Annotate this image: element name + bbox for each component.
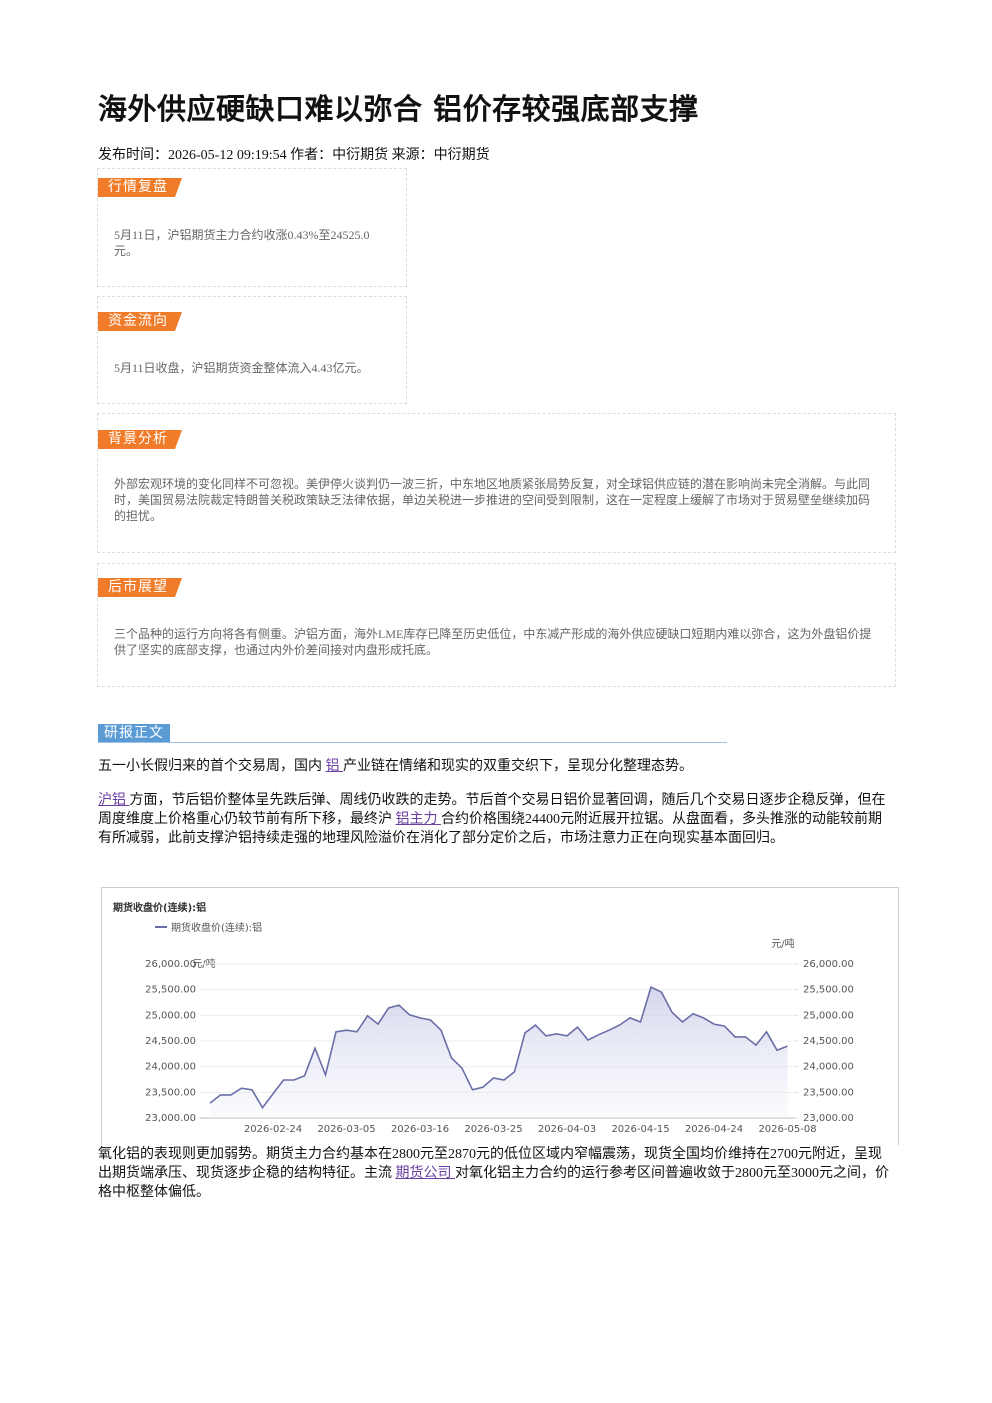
x-tick-label: 2026-03-05 [317, 1124, 375, 1135]
section-box: 背景分析 外部宏观环境的变化同样不可忽视。美伊停火谈判仍一波三折，中东地区地质紧… [97, 413, 896, 553]
divider [98, 742, 727, 743]
paragraph: 沪铝 方面，节后铝价整体呈先跌后弹、周线仍收跌的走势。节后首个交易日铝价显著回调… [98, 791, 894, 848]
y-tick-label: 26,000.00 [145, 959, 196, 970]
meta: 发布时间：2026-05-12 09:19:54 作者：中衍期货 来源：中衍期货 [98, 148, 490, 163]
y-tick-label: 25,000.00 [145, 1010, 196, 1021]
x-tick-label: 2026-05-08 [758, 1124, 816, 1135]
x-tick-label: 2026-03-16 [391, 1124, 449, 1135]
section-label: 后市展望 [98, 578, 182, 597]
link[interactable]: 铝主力 [395, 812, 441, 827]
y2-tick-label: 23,500.00 [803, 1087, 854, 1098]
section-box: 后市展望 三个品种的运行方向将各有侧重。沪铝方面，海外LME库存已降至历史低位，… [97, 563, 896, 687]
chart-title: 期货收盘价(连续):铝 [113, 901, 206, 914]
y2-tick-label: 25,500.00 [803, 985, 854, 996]
paragraph: 五一小长假归来的首个交易周，国内 铝 产业链在情绪和现实的双重交织下，呈现分化整… [98, 757, 894, 776]
x-tick-label: 2026-03-25 [464, 1124, 522, 1135]
chart: 期货收盘价(连续):铝 元/吨 元/吨 23,000.0023,500.0024… [101, 887, 899, 1145]
y-tick-label: 24,000.00 [145, 1062, 196, 1073]
text-run: 五一小长假归来的首个交易周，国内 [98, 759, 326, 774]
text-run: 氧化铝的表现则更加弱势。期货主力合约基本在2800元至2870元的低位区域内窄幅… [98, 1147, 882, 1181]
x-tick-label: 2026-04-15 [611, 1124, 669, 1135]
y-tick-label: 24,500.00 [145, 1036, 196, 1047]
legend-label: 期货收盘价(连续):铝 [171, 921, 262, 934]
text-run: 产业链在情绪和现实的双重交织下，呈现分化整理态势。 [343, 759, 693, 774]
text-run: 合约价格围绕24400元附近展开拉锯。从盘面看，多头推涨的动能较前期有所减弱，此… [98, 812, 882, 846]
section-box: 资金流向 5月11日收盘，沪铝期货资金整体流入4.43亿元。 [97, 296, 407, 404]
text-run: 方面，节后铝价整体呈先跌后弹、周线仍收跌的走势。节后首个交易日铝价显著回调，随后… [98, 793, 886, 827]
x-tick-label: 2026-04-24 [685, 1124, 743, 1135]
link[interactable]: 铝 [325, 759, 343, 774]
area-fill [210, 987, 788, 1118]
section-text: 三个品种的运行方向将各有侧重。沪铝方面，海外LME库存已降至历史低位，中东减产形… [114, 627, 872, 657]
section-label: 资金流向 [98, 312, 182, 331]
y2-tick-label: 24,000.00 [803, 1062, 854, 1073]
title: 海外供应硬缺口难以弥合 铝价存较强底部支撑 [98, 92, 699, 126]
section-label: 背景分析 [98, 430, 182, 449]
section-text: 5月11日，沪铝期货主力合约收涨0.43%至24525.0元。 [114, 228, 370, 258]
y2-tick-label: 24,500.00 [803, 1036, 854, 1047]
section-text: 外部宏观环境的变化同样不可忽视。美伊停火谈判仍一波三折，中东地区地质紧张局势反复… [114, 477, 871, 523]
y2-tick-label: 25,000.00 [803, 1010, 854, 1021]
x-tick-label: 2026-04-03 [538, 1124, 596, 1135]
link[interactable]: 沪铝 [98, 793, 130, 808]
y2-tick-label: 26,000.00 [803, 959, 854, 970]
y-tick-label: 25,500.00 [145, 985, 196, 996]
link[interactable]: 期货公司 [395, 1166, 455, 1181]
y-tick-label: 23,000.00 [145, 1113, 196, 1124]
text-run: 对氧化铝主力合约的运行参考区间普遍收敛于2800元至3000元之间，价格中枢整体… [98, 1166, 889, 1200]
section-text: 5月11日收盘，沪铝期货资金整体流入4.43亿元。 [114, 361, 369, 375]
y-tick-label: 23,500.00 [145, 1087, 196, 1098]
paragraph: 氧化铝的表现则更加弱势。期货主力合约基本在2800元至2870元的低位区域内窄幅… [98, 1145, 894, 1202]
y2-tick-label: 23,000.00 [803, 1113, 854, 1124]
y2-axis-label: 元/吨 [771, 937, 794, 950]
section-box: 行情复盘 5月11日，沪铝期货主力合约收涨0.43%至24525.0元。 [97, 168, 407, 287]
line [209, 985, 788, 1110]
report-label: 研报正文 [98, 724, 170, 743]
x-tick-label: 2026-02-24 [244, 1124, 302, 1135]
section-label: 行情复盘 [98, 178, 182, 197]
